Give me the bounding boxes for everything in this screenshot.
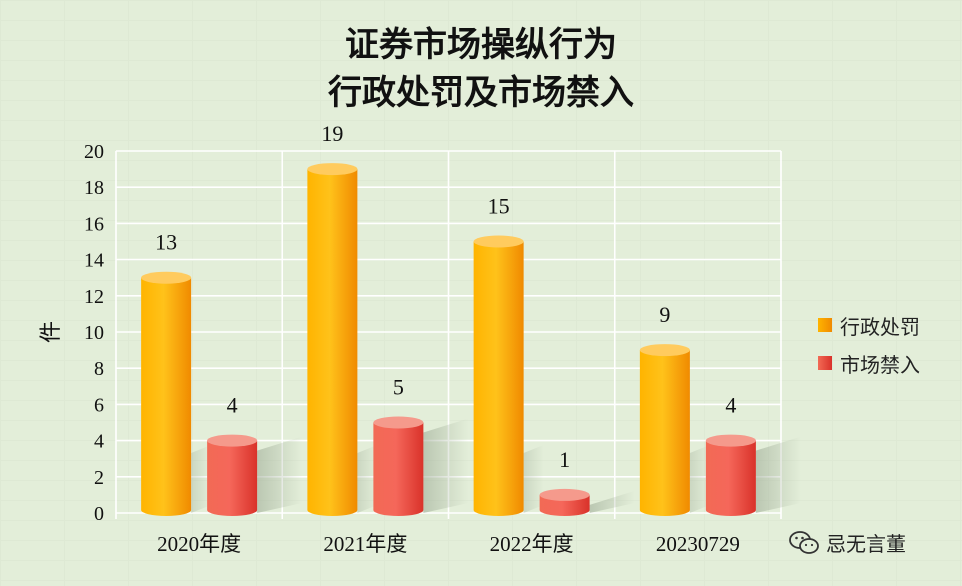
y-tick-label: 16 xyxy=(84,213,104,235)
watermark: 忌无言董 xyxy=(788,528,906,557)
bar-ban-top xyxy=(373,416,424,429)
bar-penalty-body xyxy=(639,350,690,516)
wechat-icon xyxy=(789,530,819,554)
data-label: 13 xyxy=(155,230,177,255)
data-label: 1 xyxy=(559,447,570,472)
y-tick-label: 20 xyxy=(84,141,104,163)
bar-penalty xyxy=(141,271,192,516)
legend-item-ban: 市场禁入 xyxy=(818,344,920,382)
y-tick-label: 12 xyxy=(84,286,104,308)
bar-ban xyxy=(705,434,756,516)
y-tick-label: 10 xyxy=(84,322,104,344)
y-tick-label: 14 xyxy=(84,250,104,272)
legend: 行政处罚 市场禁入 xyxy=(818,306,920,382)
bar-shadow xyxy=(689,445,710,513)
data-label: 19 xyxy=(321,121,343,146)
y-tick-label: 4 xyxy=(94,431,104,453)
y-tick-label: 2 xyxy=(94,467,104,489)
y-tick-label: 0 xyxy=(94,503,104,525)
x-tick-label: 2020年度 xyxy=(157,532,241,556)
data-label: 15 xyxy=(488,194,510,219)
bar-shadow xyxy=(423,418,469,513)
bar-shadow xyxy=(357,445,378,513)
watermark-text: 忌无言董 xyxy=(826,532,906,556)
bar-ban-top xyxy=(539,488,590,501)
data-label: 4 xyxy=(725,393,736,418)
legend-label-ban: 市场禁入 xyxy=(840,352,920,377)
chart-title-line2: 行政处罚及市场禁入 xyxy=(328,73,634,113)
bar-penalty-top xyxy=(307,163,358,176)
bar-penalty-body xyxy=(307,169,358,516)
bar-penalty-top xyxy=(639,344,690,357)
bar-penalty-body xyxy=(141,277,192,516)
bar-ban-top xyxy=(705,434,756,447)
bar-penalty-body xyxy=(473,241,524,516)
x-tick-label: 20230729 xyxy=(656,532,740,556)
bar-penalty xyxy=(307,163,358,516)
bar-ban-top xyxy=(207,434,258,447)
bar-shadow xyxy=(523,445,544,513)
y-tick-label: 6 xyxy=(94,394,104,416)
bar-ban xyxy=(207,434,258,516)
data-label: 4 xyxy=(227,393,238,418)
x-tick-label: 2021年度 xyxy=(323,532,407,556)
bar-penalty xyxy=(473,235,524,516)
bar-penalty-top xyxy=(473,235,524,248)
bar-penalty xyxy=(639,344,690,516)
bar-ban-body xyxy=(373,422,424,516)
bar-ban-body xyxy=(705,440,756,516)
legend-item-penalty: 行政处罚 xyxy=(818,306,920,344)
data-label: 5 xyxy=(393,375,404,400)
data-label: 9 xyxy=(659,302,670,327)
bar-shadow xyxy=(191,445,212,513)
bar-ban-body xyxy=(207,440,258,516)
bar-ban xyxy=(373,416,424,516)
y-tick-label: 18 xyxy=(84,177,104,199)
bar-shadow xyxy=(755,436,801,513)
y-axis-label: 件 xyxy=(39,321,64,343)
bar-ban-body xyxy=(539,494,590,516)
y-tick-label: 8 xyxy=(94,358,104,380)
bar-ban xyxy=(539,488,590,516)
legend-label-penalty: 行政处罚 xyxy=(840,314,920,339)
bar-shadow xyxy=(589,490,635,513)
bar-shadow xyxy=(257,436,303,513)
bar-penalty-top xyxy=(141,271,192,284)
x-tick-label: 2022年度 xyxy=(490,532,574,556)
chart-title-line1: 证券市场操纵行为 xyxy=(345,25,617,65)
legend-swatch-penalty xyxy=(818,318,832,332)
legend-swatch-ban xyxy=(818,356,832,370)
